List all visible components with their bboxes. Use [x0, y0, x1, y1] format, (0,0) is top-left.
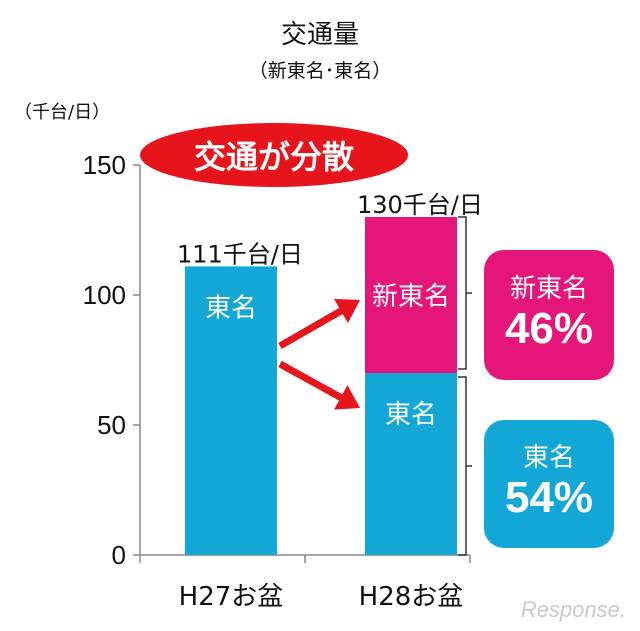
bar-segment-label: 新東名: [372, 282, 450, 312]
y-tick-label: 100: [83, 280, 126, 310]
y-tick-label: 50: [97, 410, 126, 440]
share-box-tomei: 東名 54%: [484, 420, 614, 548]
y-axis-unit: （千台/日）: [14, 102, 111, 123]
bar-segment-tomei: [185, 266, 277, 555]
chart-subtitle: （新東名･東名）: [248, 60, 392, 82]
bracket-shintomei: [458, 216, 472, 370]
arrow-shape: [278, 298, 360, 350]
bar-segment-label: 東名: [205, 293, 257, 323]
bar-total-label: 111千台/日: [177, 240, 303, 268]
arrow-to-shintomei: [278, 298, 360, 350]
bar-segment-tomei: [365, 373, 457, 555]
share-box-name: 新東名: [509, 274, 588, 305]
y-tick-label: 0: [112, 540, 126, 570]
arrow-to-tomei: [278, 360, 360, 410]
bracket-tomei: [458, 376, 472, 556]
bar-segment-shintomei: [365, 217, 457, 373]
share-box-shintomei: 新東名 46%: [484, 250, 614, 380]
dispersion-callout: 交通が分散: [140, 123, 408, 187]
share-box-percent: 54%: [504, 473, 594, 522]
x-category-label: H27お盆: [179, 582, 284, 612]
x-category-label: H28お盆: [359, 582, 464, 612]
watermark-logo: Response.: [520, 597, 626, 622]
arrow-shape: [278, 360, 360, 410]
share-box-name: 東名: [522, 443, 575, 474]
share-box-percent: 46%: [504, 304, 594, 353]
y-tick-label: 150: [83, 150, 126, 180]
bar-total-label: 130千台/日: [357, 191, 483, 219]
bar-segment-label: 東名: [385, 400, 437, 430]
chart-title: 交通量: [280, 20, 359, 50]
